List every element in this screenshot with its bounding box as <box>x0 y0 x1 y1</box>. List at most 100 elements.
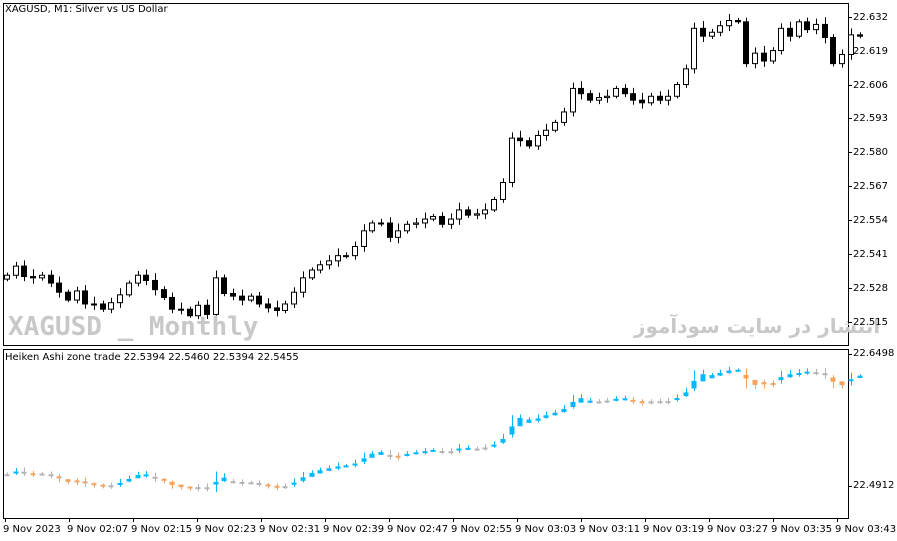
price-candle-body <box>804 21 810 31</box>
price-candle-body <box>813 23 819 31</box>
price-candle-body <box>117 294 123 304</box>
ha-candle-body <box>674 398 680 401</box>
ha-candle-body <box>630 399 636 402</box>
price-candle-body <box>796 21 802 37</box>
price-candle-body <box>639 99 645 104</box>
ha-candle-body <box>309 472 315 477</box>
price-candle-body <box>100 303 106 310</box>
price-candle-body <box>439 215 445 225</box>
price-candle-body <box>526 140 532 147</box>
ha-candle-body <box>717 372 723 376</box>
ha-candle-body <box>135 474 141 479</box>
price-candle-body <box>604 95 610 99</box>
price-candle-body <box>352 246 358 257</box>
price-candle-body <box>378 222 384 225</box>
price-candle-body <box>369 222 375 232</box>
price-candle-body <box>830 36 836 65</box>
price-candle-body <box>48 274 54 284</box>
ha-candle-body <box>395 455 401 458</box>
ha-candle-body <box>604 400 610 403</box>
ha-candle-body <box>665 401 671 404</box>
ha-candle-body <box>596 401 602 404</box>
price-candle-body <box>482 209 488 215</box>
indicator-tick-label: 22.4912 <box>853 480 895 491</box>
price-candle-body <box>630 93 636 101</box>
price-candle-body <box>4 274 10 280</box>
price-tick-label: 22.541 <box>853 248 888 260</box>
price-candle-body <box>674 84 680 97</box>
ha-candle-body <box>282 486 288 489</box>
ha-candle-body <box>65 479 71 482</box>
ha-candle-body <box>213 481 219 485</box>
price-candle-body <box>474 213 480 216</box>
price-candle-body <box>587 93 593 101</box>
price-candle-body <box>361 230 367 248</box>
ha-candle-body <box>30 473 36 476</box>
ha-candle-body <box>291 482 297 485</box>
ha-candle-body <box>117 482 123 485</box>
price-candle-body <box>387 222 393 238</box>
ha-candle-body <box>448 451 454 454</box>
ha-candle-body <box>221 477 227 482</box>
ha-candle-body <box>21 471 27 474</box>
price-candle-body <box>56 282 62 293</box>
ha-candle-body <box>830 377 836 382</box>
price-candle-body <box>613 87 619 97</box>
price-candle-body <box>161 289 167 298</box>
ha-candle-body <box>761 382 767 385</box>
price-candle-body <box>256 295 262 305</box>
price-candle-body <box>274 307 280 312</box>
ha-candle-body <box>465 447 471 450</box>
time-tick-label: 9 Nov 03:35 <box>771 524 833 535</box>
ha-candle-body <box>4 474 10 477</box>
price-tick-label: 22.528 <box>853 282 888 294</box>
price-candle-body <box>221 277 227 295</box>
ha-candle-body <box>265 484 271 487</box>
price-candle-body <box>65 291 71 301</box>
price-candle-body <box>543 129 549 136</box>
time-tick-label: 9 Nov 02:15 <box>131 524 193 535</box>
ha-candle-body <box>161 478 167 481</box>
price-candle-body <box>21 265 27 278</box>
ha-candle-body <box>343 465 349 468</box>
price-candle-body <box>857 34 863 37</box>
price-candle-body <box>169 296 175 310</box>
ha-candle-body <box>439 450 445 453</box>
price-tick-label: 22.593 <box>853 112 888 124</box>
ha-candle-body <box>657 401 663 404</box>
price-candle-body <box>778 27 784 52</box>
ha-candle-body <box>770 383 776 386</box>
time-tick-label: 9 Nov 03:03 <box>515 524 577 535</box>
ha-candle-body <box>570 401 576 408</box>
price-candle-body <box>535 134 541 147</box>
ha-candle-body <box>126 479 132 482</box>
time-tick-label: 9 Nov 02:23 <box>195 524 257 535</box>
time-tick-label: 9 Nov 02:47 <box>387 524 449 535</box>
time-tick-label: 9 Nov 03:11 <box>579 524 641 535</box>
price-candle-body <box>465 209 471 216</box>
ha-candle-body <box>274 485 280 488</box>
price-candle-body <box>726 20 732 27</box>
ha-candle-body <box>778 377 784 381</box>
ha-candle-body <box>239 481 245 484</box>
price-candle-body <box>761 52 767 62</box>
price-candle-body <box>848 34 854 55</box>
price-candle-body <box>500 181 506 200</box>
ha-candle-body <box>91 483 97 486</box>
price-candle-body <box>213 277 219 315</box>
price-candle-body <box>204 304 210 315</box>
price-candle-body <box>317 264 323 271</box>
price-candle-body <box>404 223 410 232</box>
price-candle-body <box>691 27 697 70</box>
watermark-text: XAGUSD _ Monthly <box>8 312 259 342</box>
ha-candle-body <box>857 375 863 378</box>
ha-candle-body <box>752 379 758 385</box>
ha-candle-body <box>430 449 436 452</box>
price-candle-body <box>517 137 523 142</box>
indicator-pane-frame <box>3 349 849 519</box>
ha-candle-body <box>413 452 419 455</box>
ha-candle-body <box>422 451 428 454</box>
ha-candle-body <box>804 371 810 374</box>
price-tick-label: 22.567 <box>853 180 888 192</box>
